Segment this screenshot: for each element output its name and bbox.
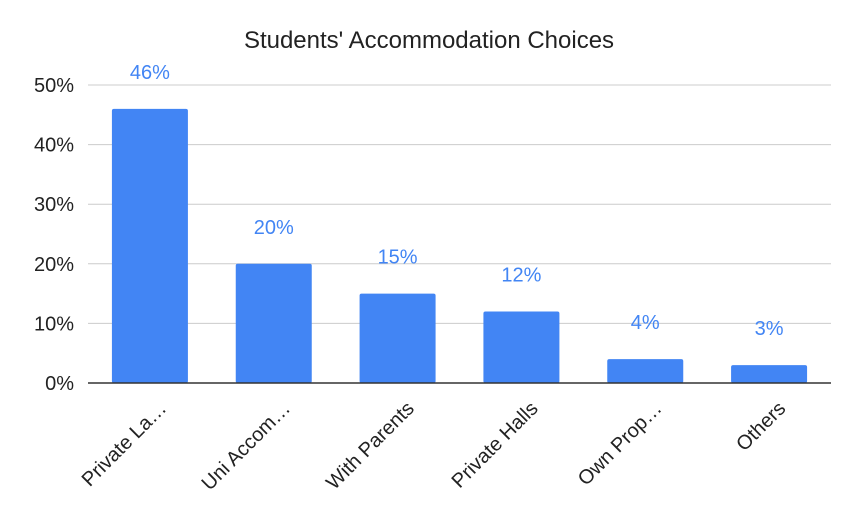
data-labels: 46% 20% 15% 12% 4% 3%: [130, 62, 784, 340]
bars: [111, 108, 808, 383]
x-tick-label: With Parents: [322, 398, 419, 495]
data-label: 46%: [130, 62, 170, 84]
y-tick-label: 20%: [34, 254, 74, 276]
bar: [111, 108, 188, 383]
data-label: 20%: [254, 217, 294, 239]
bar: [483, 311, 560, 383]
x-axis-ticks: Private La… Uni Accom… With Parents Private…: [78, 398, 791, 495]
y-axis-ticks: 0% 10% 20% 30% 40% 50%: [34, 75, 74, 395]
x-tick-label: Others: [732, 398, 790, 456]
bar: [235, 263, 312, 383]
bar: [359, 293, 436, 383]
data-label: 4%: [631, 312, 660, 334]
y-tick-label: 50%: [34, 75, 74, 97]
gridlines: [88, 84, 831, 324]
chart-title: Students' Accommodation Choices: [244, 27, 614, 54]
x-tick-label: Private La…: [78, 398, 171, 491]
y-tick-label: 10%: [34, 313, 74, 335]
bar: [731, 365, 808, 383]
bar: [607, 359, 684, 383]
x-tick-label: Private Halls: [448, 398, 543, 493]
data-label: 3%: [755, 318, 784, 340]
y-tick-label: 40%: [34, 135, 74, 157]
y-tick-label: 0%: [45, 373, 74, 395]
x-tick-label: Uni Accom…: [198, 398, 295, 495]
data-label: 15%: [378, 247, 418, 269]
y-tick-label: 30%: [34, 194, 74, 216]
data-label: 12%: [501, 264, 541, 286]
x-tick-label: Own Prop…: [574, 398, 667, 491]
